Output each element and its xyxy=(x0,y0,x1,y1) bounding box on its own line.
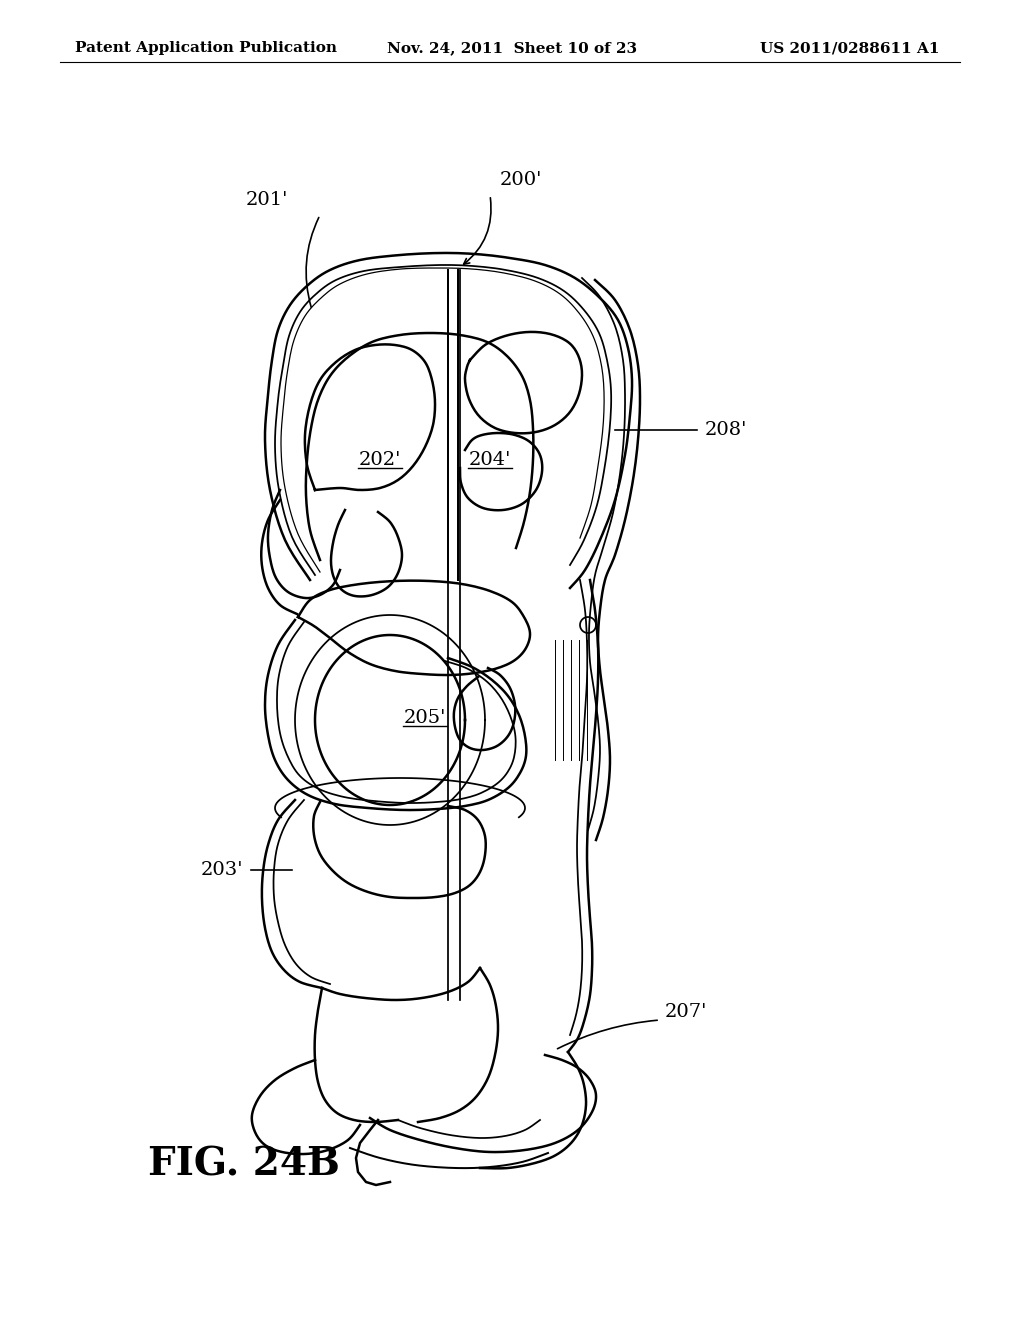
Text: 207': 207' xyxy=(665,1003,708,1020)
Text: US 2011/0288611 A1: US 2011/0288611 A1 xyxy=(761,41,940,55)
Text: 202': 202' xyxy=(358,451,401,469)
Text: Patent Application Publication: Patent Application Publication xyxy=(75,41,337,55)
Text: FIG. 24B: FIG. 24B xyxy=(148,1146,340,1184)
Text: 201': 201' xyxy=(246,191,288,209)
Text: 203': 203' xyxy=(201,861,243,879)
Text: 208': 208' xyxy=(705,421,748,440)
Text: 205': 205' xyxy=(403,709,446,727)
Text: 204': 204' xyxy=(469,451,511,469)
Text: 200': 200' xyxy=(500,172,543,189)
Text: Nov. 24, 2011  Sheet 10 of 23: Nov. 24, 2011 Sheet 10 of 23 xyxy=(387,41,637,55)
